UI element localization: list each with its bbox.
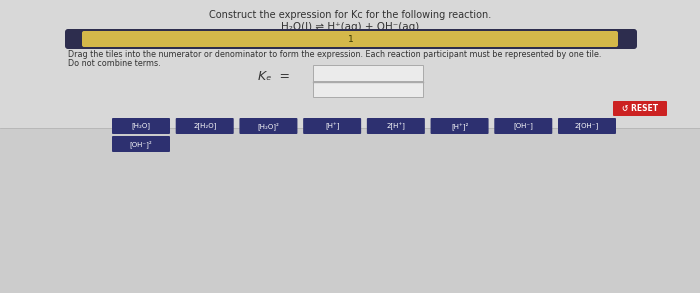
Bar [0,0,700,128]
Text: Kₑ  =: Kₑ = [258,70,290,83]
FancyBboxPatch shape [430,118,489,134]
FancyBboxPatch shape [176,118,234,134]
Text: [H₂O]: [H₂O] [132,123,150,130]
Text: ↺ RESET: ↺ RESET [622,104,658,113]
FancyBboxPatch shape [367,118,425,134]
FancyBboxPatch shape [239,118,298,134]
FancyBboxPatch shape [303,118,361,134]
Bar [0,128,700,293]
Text: H₂O(l) ⇌ H⁺(aq) + OH⁻(aq): H₂O(l) ⇌ H⁺(aq) + OH⁻(aq) [281,22,419,32]
FancyBboxPatch shape [82,31,618,47]
FancyBboxPatch shape [494,118,552,134]
Text: [OH⁻]²: [OH⁻]² [130,140,153,148]
Text: Drag the tiles into the numerator or denominator to form the expression. Each re: Drag the tiles into the numerator or den… [68,50,601,59]
FancyBboxPatch shape [313,81,423,97]
Text: Construct the expression for Kc for the following reaction.: Construct the expression for Kc for the … [209,10,491,20]
FancyBboxPatch shape [313,65,423,82]
FancyBboxPatch shape [558,118,616,134]
Text: [H₂O]²: [H₂O]² [258,122,279,130]
Text: [H⁺]: [H⁺] [325,122,340,130]
FancyBboxPatch shape [613,101,667,116]
Text: 2[H⁺]: 2[H⁺] [386,122,405,130]
FancyBboxPatch shape [65,29,637,49]
Text: 1: 1 [348,35,354,43]
FancyBboxPatch shape [112,118,170,134]
FancyBboxPatch shape [112,136,170,152]
Text: 2[H₂O]: 2[H₂O] [193,123,216,130]
Text: [H⁺]²: [H⁺]² [451,122,468,130]
Text: [OH⁻]: [OH⁻] [513,123,533,130]
Text: Do not combine terms.: Do not combine terms. [68,59,160,68]
Text: 2[OH⁻]: 2[OH⁻] [575,123,599,130]
